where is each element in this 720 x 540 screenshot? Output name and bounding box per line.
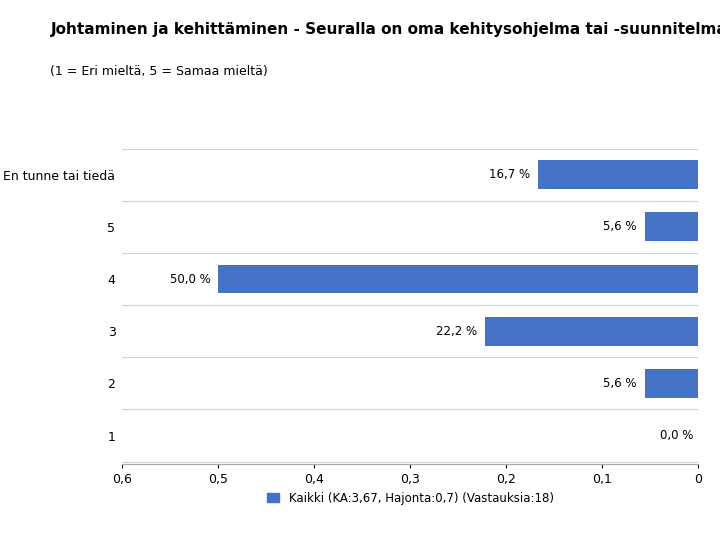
Text: 5,6 %: 5,6 % xyxy=(603,220,637,233)
Legend: Kaikki (KA:3,67, Hajonta:0,7) (Vastauksia:18): Kaikki (KA:3,67, Hajonta:0,7) (Vastauksi… xyxy=(263,487,558,509)
Text: 0,0 %: 0,0 % xyxy=(660,429,693,442)
Text: (1 = Eri mieltä, 5 = Samaa mieltä): (1 = Eri mieltä, 5 = Samaa mieltä) xyxy=(50,65,268,78)
Bar xyxy=(644,369,698,398)
Bar xyxy=(485,317,698,346)
Bar xyxy=(644,212,698,241)
Text: 22,2 %: 22,2 % xyxy=(436,325,477,338)
Bar xyxy=(538,160,698,189)
Text: 16,7 %: 16,7 % xyxy=(490,168,531,181)
Bar xyxy=(218,265,698,293)
Text: 5,6 %: 5,6 % xyxy=(603,377,637,390)
Text: Johtaminen ja kehittäminen - Seuralla on oma kehitysohjelma tai -suunnitelma: Johtaminen ja kehittäminen - Seuralla on… xyxy=(50,22,720,37)
Text: 50,0 %: 50,0 % xyxy=(170,273,211,286)
